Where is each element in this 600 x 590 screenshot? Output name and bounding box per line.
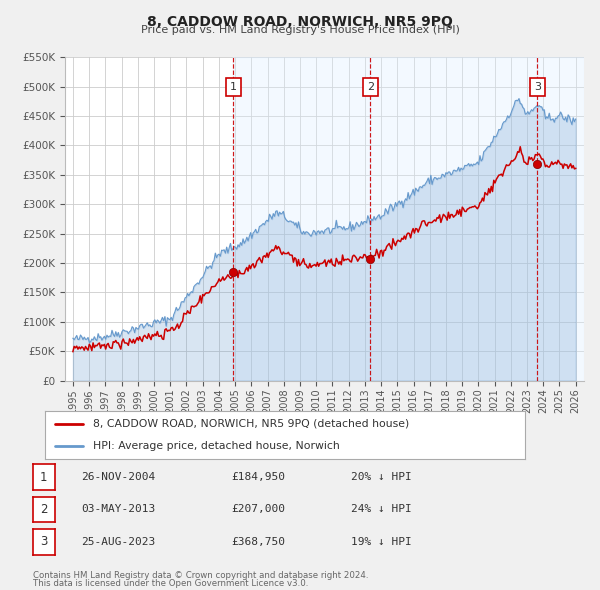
Text: 2: 2	[367, 81, 374, 91]
Text: HPI: Average price, detached house, Norwich: HPI: Average price, detached house, Norw…	[93, 441, 340, 451]
Text: 3: 3	[534, 81, 541, 91]
Text: 20% ↓ HPI: 20% ↓ HPI	[351, 472, 412, 482]
Text: 2: 2	[40, 503, 47, 516]
Text: 1: 1	[40, 470, 47, 484]
Text: 24% ↓ HPI: 24% ↓ HPI	[351, 504, 412, 514]
Text: This data is licensed under the Open Government Licence v3.0.: This data is licensed under the Open Gov…	[33, 579, 308, 588]
Text: 25-AUG-2023: 25-AUG-2023	[81, 537, 155, 547]
Text: 1: 1	[230, 81, 237, 91]
Bar	[233, 57, 370, 381]
Text: Contains HM Land Registry data © Crown copyright and database right 2024.: Contains HM Land Registry data © Crown c…	[33, 571, 368, 580]
Text: 3: 3	[40, 535, 47, 549]
Text: £368,750: £368,750	[231, 537, 285, 547]
Bar	[538, 57, 584, 381]
Bar	[370, 57, 538, 381]
Text: 03-MAY-2013: 03-MAY-2013	[81, 504, 155, 514]
Text: 19% ↓ HPI: 19% ↓ HPI	[351, 537, 412, 547]
Text: Price paid vs. HM Land Registry's House Price Index (HPI): Price paid vs. HM Land Registry's House …	[140, 25, 460, 35]
Text: 8, CADDOW ROAD, NORWICH, NR5 9PQ: 8, CADDOW ROAD, NORWICH, NR5 9PQ	[147, 15, 453, 29]
Text: 26-NOV-2004: 26-NOV-2004	[81, 472, 155, 482]
Text: £184,950: £184,950	[231, 472, 285, 482]
Text: £207,000: £207,000	[231, 504, 285, 514]
Text: 8, CADDOW ROAD, NORWICH, NR5 9PQ (detached house): 8, CADDOW ROAD, NORWICH, NR5 9PQ (detach…	[93, 419, 409, 429]
